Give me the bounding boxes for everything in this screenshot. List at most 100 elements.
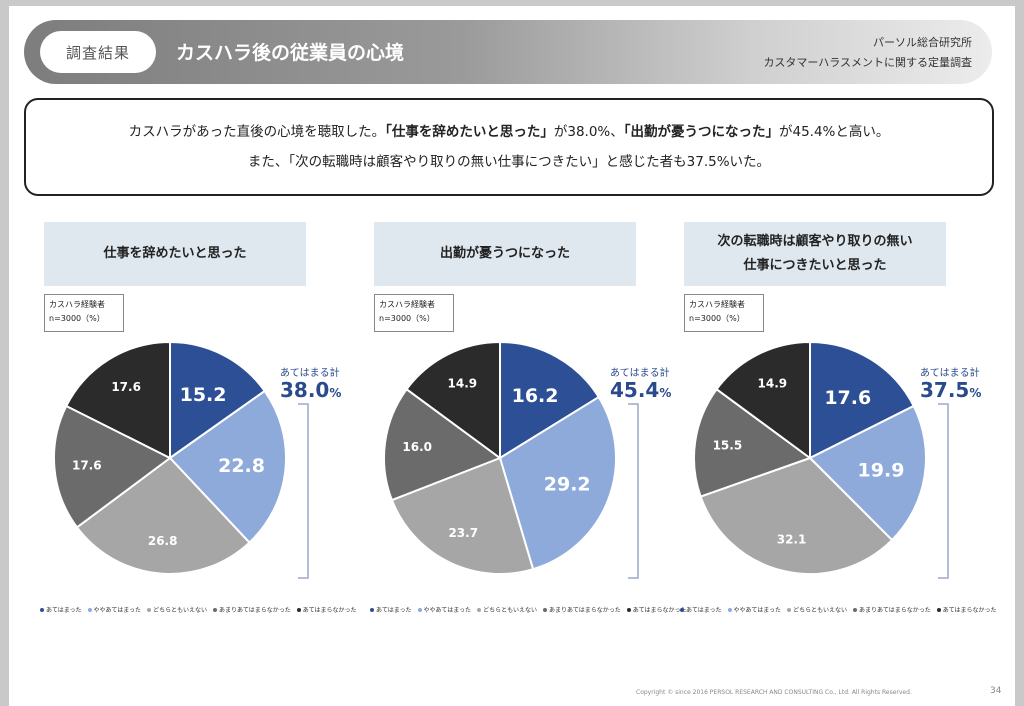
pie-slice-3 [75, 456, 251, 575]
pie-slice-1 [169, 342, 267, 460]
slice-value-label: 17.6 [72, 458, 102, 472]
legend-label: どちらともいえない [793, 607, 847, 614]
legend-swatch [680, 607, 684, 612]
sample-n: n=3000（%） [379, 314, 435, 323]
org-name: パーソル総合研究所 [873, 36, 972, 49]
slice-value-label: 17.6 [111, 380, 141, 394]
summary-emphasis: 「出勤が憂うつになった」 [623, 124, 779, 140]
legend-label: どちらともいえない [153, 607, 207, 614]
legend-label: あまりあてはまらなかった [858, 607, 931, 614]
legend-swatch [936, 607, 941, 612]
sample-label: カスハラ経験者 [379, 300, 435, 309]
total-unit: % [659, 386, 672, 400]
footer-copyright: Copyright © since 2016 PERSOL RESEARCH A… [636, 689, 912, 696]
chart-title: 出勤が憂うつになった [374, 222, 636, 286]
pie-slice-5 [715, 342, 811, 460]
slice-value-label: 14.9 [758, 376, 788, 390]
slice-value-label: 15.2 [180, 384, 227, 406]
header-bar [24, 20, 992, 84]
sample-label: カスハラ経験者 [49, 300, 105, 309]
total-unit: % [969, 386, 982, 400]
legend-swatch [40, 607, 44, 612]
total-value: 37.5% [920, 378, 981, 402]
frame-left [0, 0, 9, 706]
chart-title-line: 次の転職時は顧客やり取りの無い [717, 234, 913, 249]
page-title: カスハラ後の従業員の心境 [176, 42, 405, 64]
total-number: 38.0 [280, 378, 330, 402]
legend-item: ややあてはまった [727, 605, 781, 614]
slice-value-label: 16.2 [512, 385, 559, 407]
legend-item: あてはまった [40, 605, 82, 614]
chart-title-line: 仕事につきたいと思った [743, 258, 887, 273]
header-tag: 調査結果 [40, 31, 156, 73]
legend-swatch [626, 607, 631, 612]
total-bracket [298, 403, 309, 579]
legend-swatch [296, 607, 301, 612]
legend-item: あてはまらなかった [936, 605, 997, 614]
legend-swatch [370, 607, 374, 612]
chart-legend: あてはまった ややあてはまった どちらともいえない あまりあてはまらなかった あてはまら… [370, 605, 686, 614]
legend-item: どちらともいえない [477, 605, 537, 614]
summary-emphasis: 「仕事を辞めたいと思った」 [385, 124, 554, 140]
legend-item: あまりあてはまらなかった [542, 605, 621, 614]
survey-name: カスタマーハラスメントに関する定量調査 [763, 56, 972, 69]
slice-value-label: 19.9 [858, 459, 905, 481]
chart-title: 仕事を辞めたいと思った [44, 222, 306, 286]
chart-panel-2: 出勤が憂うつになった カスハラ経験者 n=3000（%） 16.2 29.2 23.7 16… [370, 222, 686, 642]
legend-swatch [212, 607, 217, 612]
summary-line-1: カスハラがあった直後の心境を聴取した。「仕事を辞めたいと思った」が38.0%、「… [129, 117, 890, 147]
sample-size-box: カスハラ経験者 n=3000（%） [374, 294, 454, 332]
total-label: あてはまる計 [610, 368, 670, 379]
slice-value-label: 17.6 [824, 387, 871, 409]
total-value: 45.4% [610, 378, 671, 402]
legend-item: あてはまった [680, 605, 722, 614]
legend-swatch [417, 607, 422, 612]
total-label: あてはまる計 [280, 368, 340, 379]
legend-label: あてはまらなかった [942, 607, 997, 614]
pie-slice-5 [64, 342, 171, 460]
total-number: 37.5 [920, 378, 970, 402]
total-bracket [628, 403, 639, 579]
pie-slice-4 [693, 387, 813, 498]
legend-swatch [477, 607, 482, 612]
summary-line-2: また、「次の転職時は顧客やり取りの無い仕事につきたい」と感じた者も37.5%いた… [247, 154, 771, 170]
sample-n: n=3000（%） [49, 314, 105, 323]
chart-panel-3: 次の転職時は顧客やり取りの無い 仕事につきたいと思ったカスハラ経験者 n=3000（… [680, 222, 997, 642]
legend-label: ややあてはまった [93, 607, 142, 614]
legend-item: ややあてはまった [417, 605, 471, 614]
page-number: 34 [990, 686, 1002, 696]
chart-title: 次の転職時は顧客やり取りの無い 仕事につきたいと思った [684, 222, 946, 286]
pie-chart: 17.6 19.9 32.1 15.5 14.9 [693, 342, 927, 575]
summary-text: が45.4%と高い。 [779, 124, 890, 140]
slice-value-label: 32.1 [777, 532, 807, 546]
slice-value-label: 29.2 [544, 474, 591, 496]
pie-chart: 16.2 29.2 23.7 16.0 14.9 [383, 342, 617, 575]
slice-value-label: 22.8 [218, 455, 265, 477]
pie-slice-2 [168, 389, 287, 544]
legend-swatch [87, 607, 92, 612]
pie-slice-5 [405, 342, 501, 460]
pie-slice-4 [383, 387, 503, 502]
total-number: 45.4 [610, 378, 660, 402]
legend-label: どちらともいえない [483, 607, 537, 614]
legend-label: あてはまらなかった [302, 607, 357, 614]
legend-label: あまりあてはまらなかった [548, 607, 621, 614]
legend-swatch [787, 607, 792, 612]
sample-size-box: カスハラ経験者 n=3000（%） [684, 294, 764, 332]
sample-label: カスハラ経験者 [689, 300, 745, 309]
legend-label: あてはまった [686, 607, 722, 614]
pie-slice-4 [53, 404, 172, 529]
frame-right [1015, 0, 1024, 706]
legend-item: あまりあてはまらなかった [212, 605, 291, 614]
legend-item: どちらともいえない [787, 605, 847, 614]
pie-slice-1 [499, 342, 601, 460]
pie-slice-2 [808, 404, 927, 542]
legend-item: あてはまらなかった [296, 605, 357, 614]
chart-legend: あてはまった ややあてはまった どちらともいえない あまりあてはまらなかった あてはまら… [40, 605, 356, 614]
chart-title-line: 出勤が憂うつになった [439, 246, 570, 261]
legend-label: あまりあてはまらなかった [218, 607, 291, 614]
pie-chart: 15.2 22.8 26.8 17.6 17.6 [53, 342, 287, 575]
chart-panel-1: 仕事を辞めたいと思った カスハラ経験者 n=3000（%） 15.2 22.8 26.8 1… [40, 222, 356, 642]
total-unit: % [329, 386, 342, 400]
sample-n: n=3000（%） [689, 314, 745, 323]
